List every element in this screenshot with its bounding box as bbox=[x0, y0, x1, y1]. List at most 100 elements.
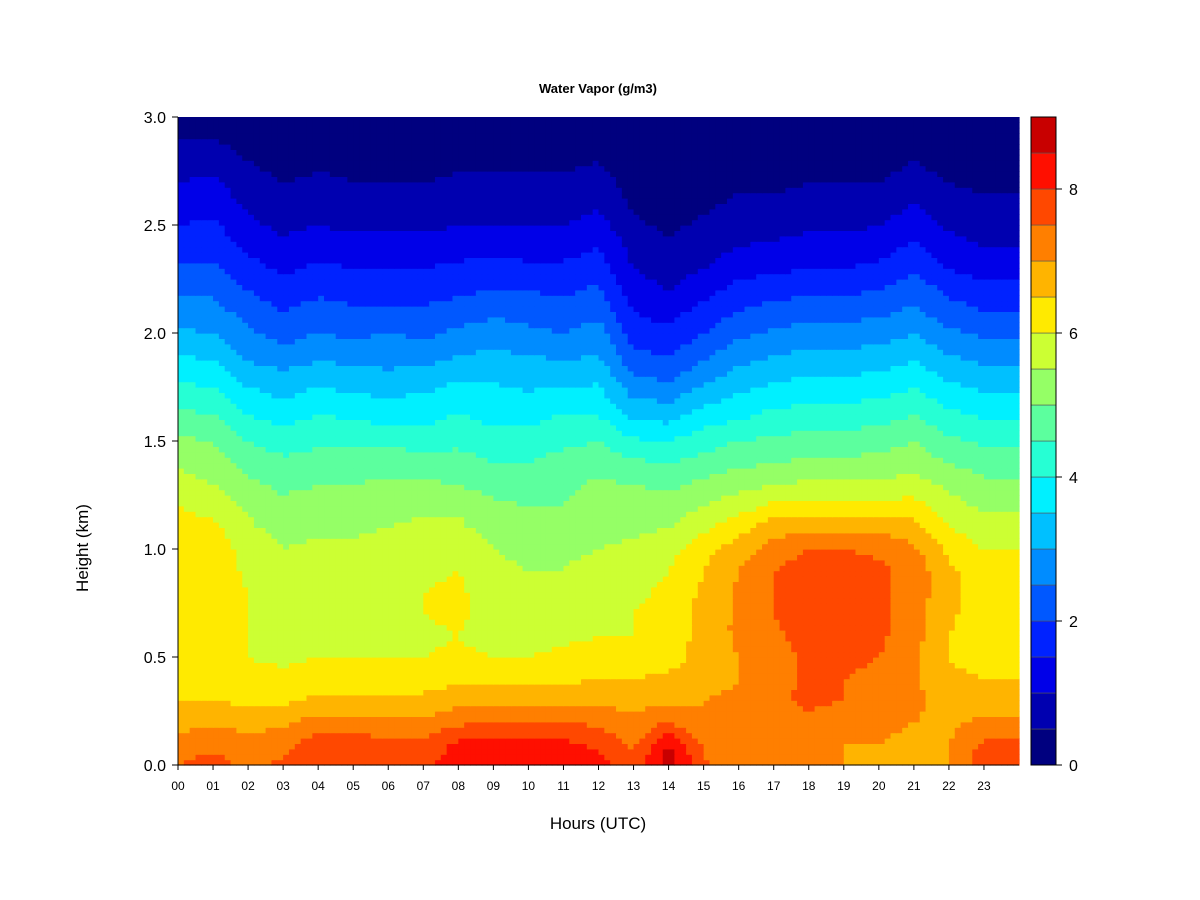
heatmap-cell bbox=[189, 586, 197, 593]
heatmap-cell bbox=[884, 738, 892, 744]
heatmap-cell bbox=[849, 673, 857, 680]
heatmap-cell bbox=[592, 635, 600, 642]
heatmap-cell bbox=[960, 727, 968, 734]
heatmap-cell bbox=[458, 613, 465, 620]
heatmap-cell bbox=[861, 640, 868, 647]
heatmap-cell bbox=[236, 700, 243, 707]
heatmap-cell bbox=[528, 646, 535, 653]
heatmap-cell bbox=[470, 619, 477, 626]
heatmap-cell bbox=[843, 732, 851, 739]
heatmap-cell bbox=[837, 651, 845, 658]
heatmap-cell bbox=[738, 581, 746, 588]
heatmap-cell bbox=[995, 640, 1003, 647]
heatmap-cell bbox=[645, 743, 652, 750]
heatmap-cell bbox=[178, 678, 185, 685]
heatmap-cell bbox=[580, 667, 588, 674]
heatmap-cell bbox=[271, 684, 278, 690]
heatmap-cell bbox=[709, 667, 716, 674]
heatmap-cell bbox=[528, 657, 535, 663]
heatmap-cell bbox=[820, 748, 827, 755]
heatmap-cell bbox=[937, 608, 944, 615]
heatmap-cell bbox=[627, 759, 635, 766]
heatmap-cell bbox=[814, 630, 822, 636]
heatmap-cell bbox=[948, 689, 956, 696]
heatmap-cell bbox=[417, 673, 424, 680]
heatmap-cell bbox=[347, 657, 354, 663]
heatmap-cell bbox=[475, 738, 483, 744]
heatmap-cell bbox=[230, 748, 237, 755]
heatmap-cell bbox=[616, 684, 623, 690]
heatmap-cell bbox=[1007, 646, 1014, 653]
heatmap-cell bbox=[902, 694, 909, 701]
heatmap-cell bbox=[341, 754, 348, 761]
heatmap-cell bbox=[563, 657, 570, 663]
heatmap-cell bbox=[604, 608, 611, 615]
heatmap-cell bbox=[937, 651, 944, 658]
heatmap-cell bbox=[1013, 667, 1020, 674]
heatmap-cell bbox=[721, 624, 728, 631]
heatmap-cell bbox=[616, 727, 623, 734]
heatmap-cell bbox=[183, 586, 191, 593]
heatmap-cell bbox=[797, 689, 804, 696]
heatmap-cell bbox=[668, 624, 676, 631]
heatmap-cell bbox=[493, 748, 500, 755]
heatmap-cell bbox=[972, 673, 979, 680]
heatmap-cell bbox=[686, 635, 693, 642]
heatmap-cell bbox=[341, 694, 348, 701]
heatmap-cell bbox=[732, 635, 740, 642]
heatmap-cell bbox=[265, 700, 273, 707]
heatmap-cell bbox=[505, 630, 512, 636]
heatmap-cell bbox=[236, 694, 243, 701]
heatmap-cell bbox=[178, 684, 185, 690]
heatmap-cell bbox=[674, 603, 681, 609]
heatmap-cell bbox=[195, 711, 202, 717]
heatmap-cell bbox=[557, 646, 565, 653]
heatmap-cell bbox=[347, 727, 354, 734]
heatmap-cell bbox=[826, 743, 833, 750]
heatmap-cell bbox=[545, 684, 553, 690]
heatmap-cell bbox=[855, 678, 862, 685]
heatmap-cell bbox=[464, 630, 471, 636]
heatmap-cell bbox=[540, 754, 547, 761]
heatmap-cell bbox=[189, 657, 197, 663]
heatmap-cell bbox=[242, 748, 249, 755]
heatmap-cell bbox=[335, 754, 343, 761]
heatmap-cell bbox=[411, 754, 419, 761]
heatmap-cell bbox=[230, 678, 237, 685]
heatmap-cell bbox=[557, 759, 565, 766]
heatmap-cell bbox=[651, 721, 658, 728]
heatmap-cell bbox=[721, 694, 728, 701]
heatmap-cell bbox=[954, 640, 962, 647]
heatmap-cell bbox=[510, 608, 518, 615]
heatmap-cell bbox=[849, 640, 857, 647]
heatmap-cell bbox=[656, 624, 664, 631]
heatmap-cell bbox=[849, 748, 857, 755]
heatmap-cell bbox=[837, 662, 845, 669]
heatmap-cell bbox=[516, 716, 524, 723]
heatmap-cell bbox=[248, 630, 255, 636]
heatmap-cell bbox=[569, 678, 576, 685]
heatmap-cell bbox=[475, 646, 483, 653]
heatmap-cell bbox=[505, 689, 512, 696]
heatmap-cell bbox=[359, 581, 366, 588]
heatmap-cell bbox=[253, 748, 261, 755]
heatmap-cell bbox=[370, 694, 378, 701]
heatmap-cell bbox=[464, 754, 471, 761]
heatmap-cell bbox=[627, 721, 635, 728]
heatmap-cell bbox=[236, 689, 243, 696]
heatmap-cell bbox=[236, 711, 243, 717]
heatmap-cell bbox=[329, 630, 337, 636]
heatmap-cell bbox=[621, 727, 629, 734]
heatmap-cell bbox=[294, 576, 302, 582]
heatmap-cell bbox=[429, 635, 436, 642]
heatmap-cell bbox=[972, 711, 979, 717]
heatmap-cell bbox=[370, 705, 378, 712]
heatmap-cell bbox=[528, 684, 535, 690]
heatmap-cell bbox=[347, 667, 354, 674]
heatmap-cell bbox=[341, 646, 348, 653]
heatmap-cell bbox=[388, 700, 395, 707]
heatmap-cell bbox=[978, 635, 985, 642]
heatmap-cell bbox=[668, 662, 676, 669]
heatmap-cell bbox=[872, 759, 880, 766]
heatmap-cell bbox=[925, 673, 932, 680]
